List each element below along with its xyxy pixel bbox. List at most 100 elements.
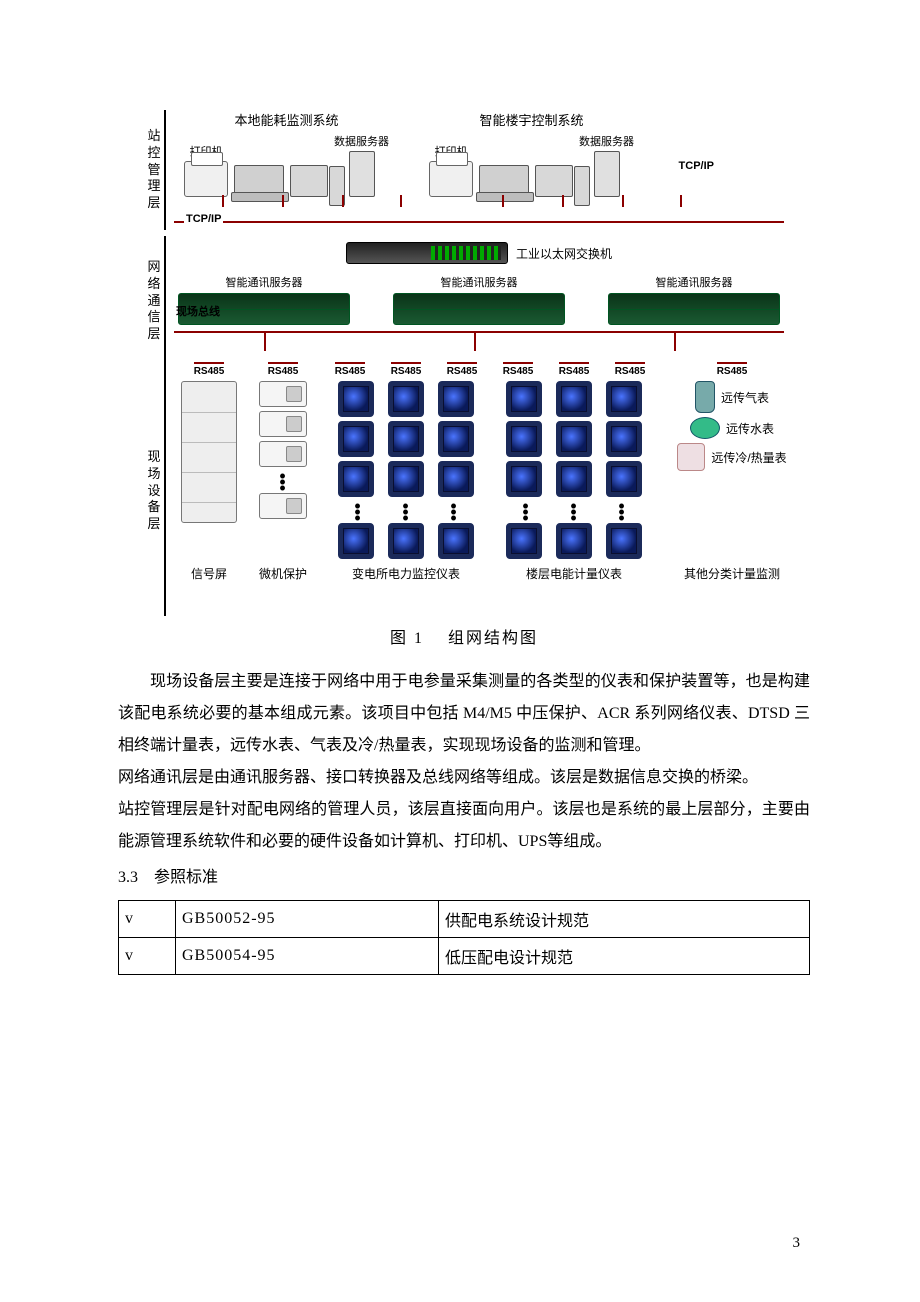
- relay-icon: [259, 441, 307, 467]
- std-name: 低压配电设计规范: [439, 938, 810, 975]
- rs485-label: RS485: [335, 362, 366, 377]
- device-column-signal_panel: [174, 381, 244, 523]
- relay-icon: [259, 411, 307, 437]
- other-meter-item: 远传气表: [695, 381, 769, 413]
- power-meter-icon: [438, 461, 474, 497]
- ellipsis-icon: •••: [279, 471, 286, 489]
- layer-bottom: 现场 设备 层 RS485RS485RS485RS485RS485RS485RS…: [144, 366, 784, 616]
- rs485-label: RS485: [615, 362, 646, 377]
- comm-server-label: 智能通讯服务器: [656, 274, 733, 290]
- power-meter-icon: [388, 461, 424, 497]
- rs485-head-group: RS485: [244, 362, 322, 377]
- printer-icon: [184, 161, 228, 197]
- comm-server-icon: [608, 293, 780, 325]
- tcpip-label: TCP/IP: [184, 213, 223, 225]
- power-meter-icon: [606, 381, 642, 417]
- power-meter-icon: [338, 461, 374, 497]
- power-meter-icon: [338, 421, 374, 457]
- server-icon: [594, 151, 620, 197]
- comm-server: 智能通讯服务器: [608, 274, 780, 325]
- column-label: 信号屏: [174, 565, 244, 582]
- device-columns: •••••••••••••••••••••远传气表远传水表远传冷/热量表: [174, 381, 806, 559]
- comm-server-icon: [393, 293, 565, 325]
- power-meter-icon: [338, 523, 374, 559]
- ethernet-switch-label: 工业以太网交换机: [516, 245, 612, 262]
- figure-caption: 图 1 组网结构图: [118, 624, 810, 648]
- rs485-label: RS485: [268, 362, 299, 377]
- ellipsis-icon: •••: [437, 501, 471, 519]
- other-meter-item: 远传水表: [690, 417, 774, 439]
- power-meter-icon: [506, 381, 542, 417]
- column-label: 变电所电力监控仪表: [322, 565, 490, 582]
- rs485-head-group: RS485 RS485 RS485: [490, 362, 658, 377]
- power-meter-icon: [438, 523, 474, 559]
- device: [290, 149, 328, 197]
- power-meter-icon: [606, 461, 642, 497]
- mid-bus: 现场总线: [174, 331, 784, 357]
- comm-server-label: 智能通讯服务器: [441, 274, 518, 290]
- ellipsis-icon: •••: [557, 501, 591, 519]
- rs485-heads: RS485RS485RS485RS485RS485RS485RS485RS485…: [174, 362, 806, 377]
- ellipsis-icon: •••: [605, 501, 639, 519]
- device: 打印机: [184, 143, 228, 197]
- power-meter-icon: [338, 381, 374, 417]
- printer-icon: [429, 161, 473, 197]
- system-title: 本地能耗监测系统: [234, 110, 338, 129]
- rs485-head-group: RS485RS485RS485: [322, 362, 490, 377]
- rs485-label: RS485: [717, 362, 748, 377]
- power-meter-icon: [388, 381, 424, 417]
- comm-server-row: 智能通讯服务器 智能通讯服务器 智能通讯服务器: [174, 274, 784, 325]
- network-diagram: 站控 管理 层 本地能耗监测系统打印机数据服务器智能楼宇控制系统打印机数据服务器…: [144, 110, 784, 616]
- top-droplines: [174, 197, 784, 211]
- table-row: vGB50054-95低压配电设计规范: [119, 938, 810, 975]
- std-name: 供配电系统设计规范: [439, 901, 810, 938]
- rs485-label: RS485: [559, 362, 590, 377]
- rs485-label: RS485: [503, 362, 534, 377]
- power-meter-icon: [556, 461, 592, 497]
- std-mark: v: [119, 938, 176, 975]
- standards-table: vGB50052-95供配电系统设计规范vGB50054-95低压配电设计规范: [118, 900, 810, 975]
- std-mark: v: [119, 901, 176, 938]
- system-group: 本地能耗监测系统打印机 数据服务器: [184, 110, 389, 197]
- paragraph-station-layer: 站控管理层是针对配电网络的管理人员，该层直接面向用户。该层也是系统的最上层部分，…: [118, 794, 810, 858]
- power-meter-icon: [438, 381, 474, 417]
- power-meter-icon: [506, 461, 542, 497]
- desktop-icon: [290, 165, 328, 197]
- rs485-label: RS485: [391, 362, 422, 377]
- page: 站控 管理 层 本地能耗监测系统打印机数据服务器智能楼宇控制系统打印机数据服务器…: [0, 0, 920, 1302]
- rs485-label: RS485: [194, 362, 225, 377]
- rs485-head-group: RS485: [174, 362, 244, 377]
- device-label: 数据服务器: [579, 133, 634, 149]
- relay-icon: [259, 381, 307, 407]
- top-bus: TCP/IP: [174, 221, 784, 223]
- column-label: 其他分类计量监测: [658, 565, 806, 582]
- std-code: GB50052-95: [176, 901, 439, 938]
- other-meter-label: 远传冷/热量表: [711, 449, 786, 466]
- layer-mid-label: 网络 通信 层: [144, 236, 166, 366]
- device-label: 数据服务器: [334, 133, 389, 149]
- std-code: GB50054-95: [176, 938, 439, 975]
- top-groups: 本地能耗监测系统打印机数据服务器智能楼宇控制系统打印机数据服务器: [174, 110, 784, 197]
- power-meter-icon: [606, 421, 642, 457]
- power-meter-icon: [388, 523, 424, 559]
- power-meter-icon: [606, 523, 642, 559]
- device: [234, 149, 284, 197]
- power-meter-icon: [506, 421, 542, 457]
- gas-meter-icon: [695, 381, 715, 413]
- ellipsis-icon: •••: [389, 501, 423, 519]
- column-label: 楼层电能计量仪表: [490, 565, 658, 582]
- layer-bottom-label: 现场 设备 层: [144, 366, 166, 616]
- power-meter-icon: [388, 421, 424, 457]
- system-group: 智能楼宇控制系统打印机 数据服务器: [429, 110, 634, 197]
- water-meter-icon: [690, 417, 720, 439]
- relay-icon: [259, 493, 307, 519]
- laptop-icon: [479, 165, 529, 197]
- section-3-3-heading: 3.3 参照标准: [118, 862, 810, 894]
- standards-table-body: vGB50052-95供配电系统设计规范vGB50054-95低压配电设计规范: [119, 901, 810, 975]
- comm-server-label: 智能通讯服务器: [226, 274, 303, 290]
- layer-top-label: 站控 管理 层: [144, 110, 166, 230]
- ellipsis-icon: •••: [341, 501, 375, 519]
- power-meter-icon: [556, 421, 592, 457]
- device: 打印机: [429, 143, 473, 197]
- system-title: 智能楼宇控制系统: [479, 110, 583, 129]
